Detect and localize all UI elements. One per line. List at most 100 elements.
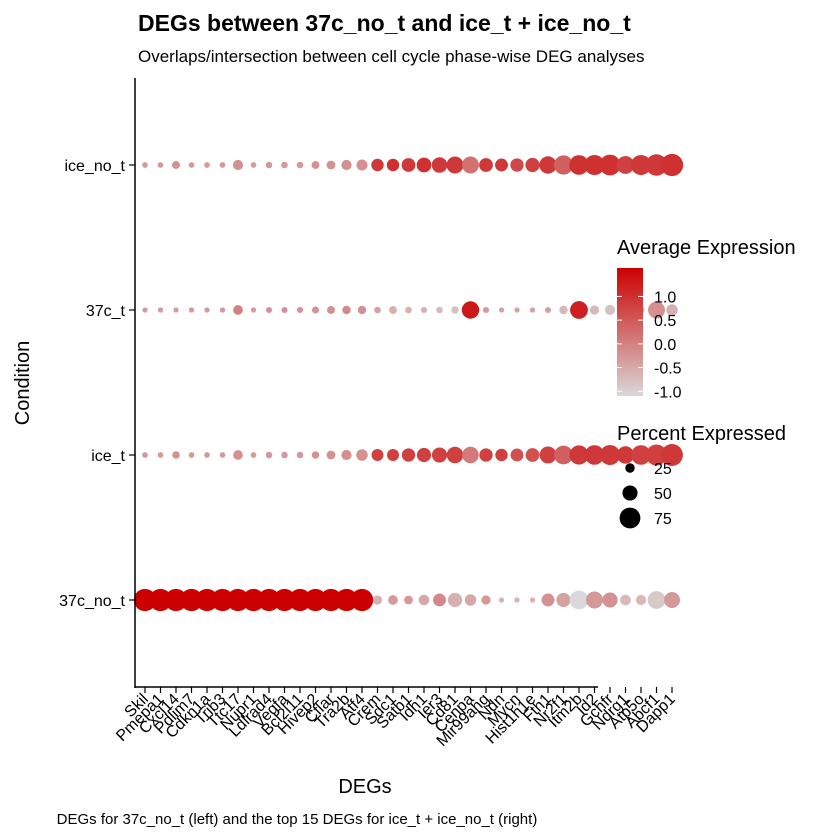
- dot-37c_no_t-Skil: [133, 588, 157, 612]
- chart-caption: DEGs for 37c_no_t (left) and the top 15 …: [57, 811, 538, 828]
- dot-ice_no_t-Hivep2: [311, 161, 320, 169]
- dot-37c_t-Idh1: [420, 306, 428, 314]
- dot-ice_t-Nupr1: [250, 452, 257, 458]
- dot-ice_no_t-Atf4: [356, 159, 368, 171]
- dot-ice_no_t-Cd81: [446, 156, 464, 174]
- dot-ice_t-Cxcl14: [172, 451, 180, 459]
- dot-37c_no_t-Ier3: [433, 593, 446, 607]
- dot-ice_t-Atp5o: [631, 445, 651, 465]
- dot-ice_no_t-Sdc1: [386, 158, 400, 172]
- dot-37c_no_t-Fth1: [541, 593, 555, 607]
- size-legend-dot: [625, 463, 635, 473]
- dot-37c_t-Crem: [374, 306, 381, 314]
- dot-37c_t-Ndn: [498, 307, 505, 313]
- dot-37c_no_t-Hist1h1e: [529, 597, 536, 603]
- dot-37c_t-Mir99ahg: [482, 306, 490, 314]
- dot-37c_t-Cenpa: [461, 301, 480, 319]
- dot-37c_t-Nupr1: [250, 307, 257, 313]
- dot-37c_no_t-Sdc1: [388, 595, 398, 605]
- color-legend-label: 1.0: [654, 289, 676, 306]
- dot-37c_no_t-Gchfr: [602, 592, 618, 608]
- dot-37c_t-Gchfr: [604, 304, 616, 316]
- dot-37c_t-Ttc17: [233, 305, 243, 315]
- dot-ice_t-Hist1h1e: [525, 448, 540, 462]
- y-tick-label: 37c_t: [86, 303, 126, 320]
- dot-37c_t-Abcf1: [648, 301, 665, 319]
- dot-37c_no_t-Satb1: [404, 595, 413, 605]
- dot-ice_no_t-Itm2b: [569, 155, 589, 175]
- color-legend-title: Average Expression: [617, 237, 796, 259]
- dot-37c_no_t-Bcl2l11: [288, 588, 312, 612]
- dot-ice_no_t-Hist1h1e: [525, 157, 540, 173]
- dot-ice_t-Tra2b: [341, 449, 352, 461]
- dot-37c_t-Ldlrad4: [265, 306, 273, 314]
- dot-37c_no_t-Trib3: [211, 588, 234, 612]
- dot-ice_t-Ndn: [495, 448, 508, 462]
- dot-ice_no_t-Pmepa1: [157, 162, 164, 168]
- dot-37c_t-Ier3: [436, 306, 443, 314]
- plot-area: [133, 153, 684, 612]
- dot-ice_t-Fth1: [539, 446, 557, 464]
- dot-ice_t-Cenpa: [462, 446, 479, 464]
- dot-ice_t-Cd81: [446, 446, 464, 464]
- dot-ice_t-Trib3: [219, 452, 226, 458]
- series-ice_no_t: [142, 153, 684, 177]
- dot-ice_no_t-Id2: [584, 154, 605, 176]
- dot-ice_t-Pmepa1: [157, 452, 164, 458]
- dot-ice_no_t-Mir99ahg: [479, 158, 493, 172]
- dot-ice_t-Pdlim7: [188, 452, 195, 458]
- color-legend-label: -0.5: [654, 361, 682, 378]
- dot-ice_t-Idh1: [416, 447, 432, 463]
- color-legend-label: 0.0: [654, 337, 676, 354]
- dot-37c_no_t-Cxcl14: [164, 588, 188, 612]
- dot-37c_no_t-Hivep2: [304, 588, 327, 612]
- dot-ice_t-Atf4: [356, 449, 368, 461]
- dot-37c_no_t-Crem: [372, 595, 383, 605]
- dot-37c_no_t-Cdkn1a: [195, 588, 219, 612]
- dot-37c_no_t-Ndn: [498, 597, 505, 603]
- dot-ice_t-Gchfr: [599, 444, 621, 466]
- dot-ice_no_t-Fth1: [539, 156, 557, 174]
- dot-37c_no_t-Ldlrad4: [257, 588, 281, 612]
- y-tick-label: ice_no_t: [65, 158, 126, 175]
- dot-ice_no_t-Ldlrad4: [265, 161, 273, 169]
- dot-37c_t-Vegfa: [281, 306, 288, 314]
- dot-37c_t-Trib3: [219, 307, 226, 313]
- dot-37c_t-Pdlim7: [188, 307, 195, 313]
- y-axis-ticks: ice_no_t 37c_t ice_t 37c_no_t: [59, 158, 135, 610]
- dot-ice_no_t-Cflar: [326, 160, 336, 170]
- size-legend-label: 75: [654, 511, 672, 528]
- dot-ice_no_t-Abcf1: [645, 154, 668, 176]
- dot-ice_no_t-Idh1: [416, 157, 432, 173]
- chart-subtitle: Overlaps/intersection between cell cycle…: [138, 47, 644, 66]
- dot-37c_no_t-Cenpa: [464, 594, 477, 606]
- dot-37c_t-Satb1: [405, 306, 412, 314]
- dot-ice_no_t-Gchfr: [599, 154, 621, 176]
- dot-37c_no_t-Pmepa1: [149, 588, 172, 612]
- dot-37c_no_t-Idh1: [418, 594, 430, 606]
- series-ice_t: [142, 444, 683, 466]
- dot-37c_t-Atf4: [357, 305, 367, 315]
- dot-ice_no_t-Mycn: [510, 158, 524, 172]
- size-legend: Percent Expressed 25 50 75: [617, 423, 786, 529]
- size-legend-label: 50: [654, 486, 672, 503]
- dot-37c_t-Hivep2: [311, 306, 320, 314]
- dot-ice_no_t-Ttc17: [232, 159, 244, 171]
- dot-37c_t-Hist1h1e: [529, 307, 536, 313]
- series-37c_no_t: [133, 588, 681, 612]
- dot-37c_no_t-Ndrg1: [620, 594, 631, 606]
- y-tick-label: 37c_no_t: [59, 593, 125, 610]
- dot-37c_no_t-Abcf1: [647, 591, 666, 609]
- dot-37c_no_t-Mycn: [514, 597, 520, 603]
- dot-ice_t-Ier3: [431, 447, 448, 463]
- dot-ice_t-Vegfa: [281, 451, 288, 459]
- dot-ice_t-Id2: [584, 445, 605, 465]
- dot-ice_t-Mycn: [510, 448, 524, 462]
- dot-ice_t-Ttc17: [233, 450, 243, 460]
- dot-ice_t-Ldlrad4: [265, 451, 273, 459]
- dot-37c_t-Cdkn1a: [204, 307, 210, 313]
- dot-ice_no_t-Vegfa: [281, 161, 288, 169]
- dot-37c_t-Bcl2l11: [296, 306, 304, 314]
- dot-37c_no_t-Cd81: [447, 592, 463, 608]
- dot-ice_t-Abcf1: [646, 444, 667, 466]
